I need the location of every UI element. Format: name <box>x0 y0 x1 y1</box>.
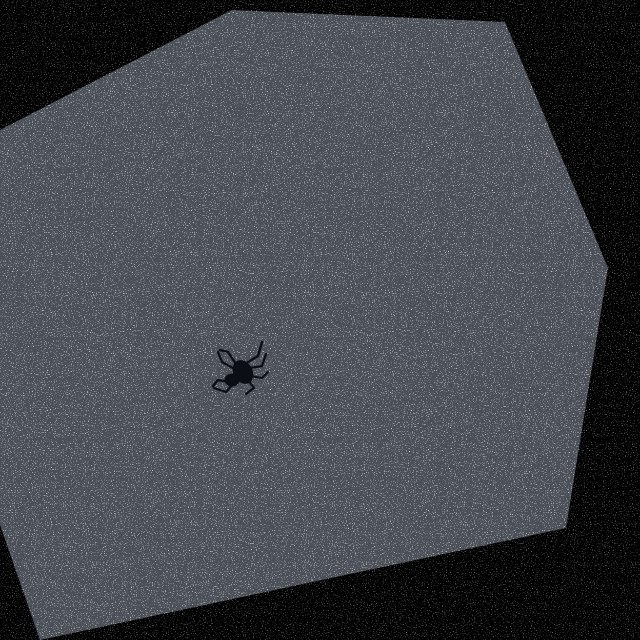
spider-icon <box>211 340 269 396</box>
surface-light-speckles <box>0 10 608 640</box>
